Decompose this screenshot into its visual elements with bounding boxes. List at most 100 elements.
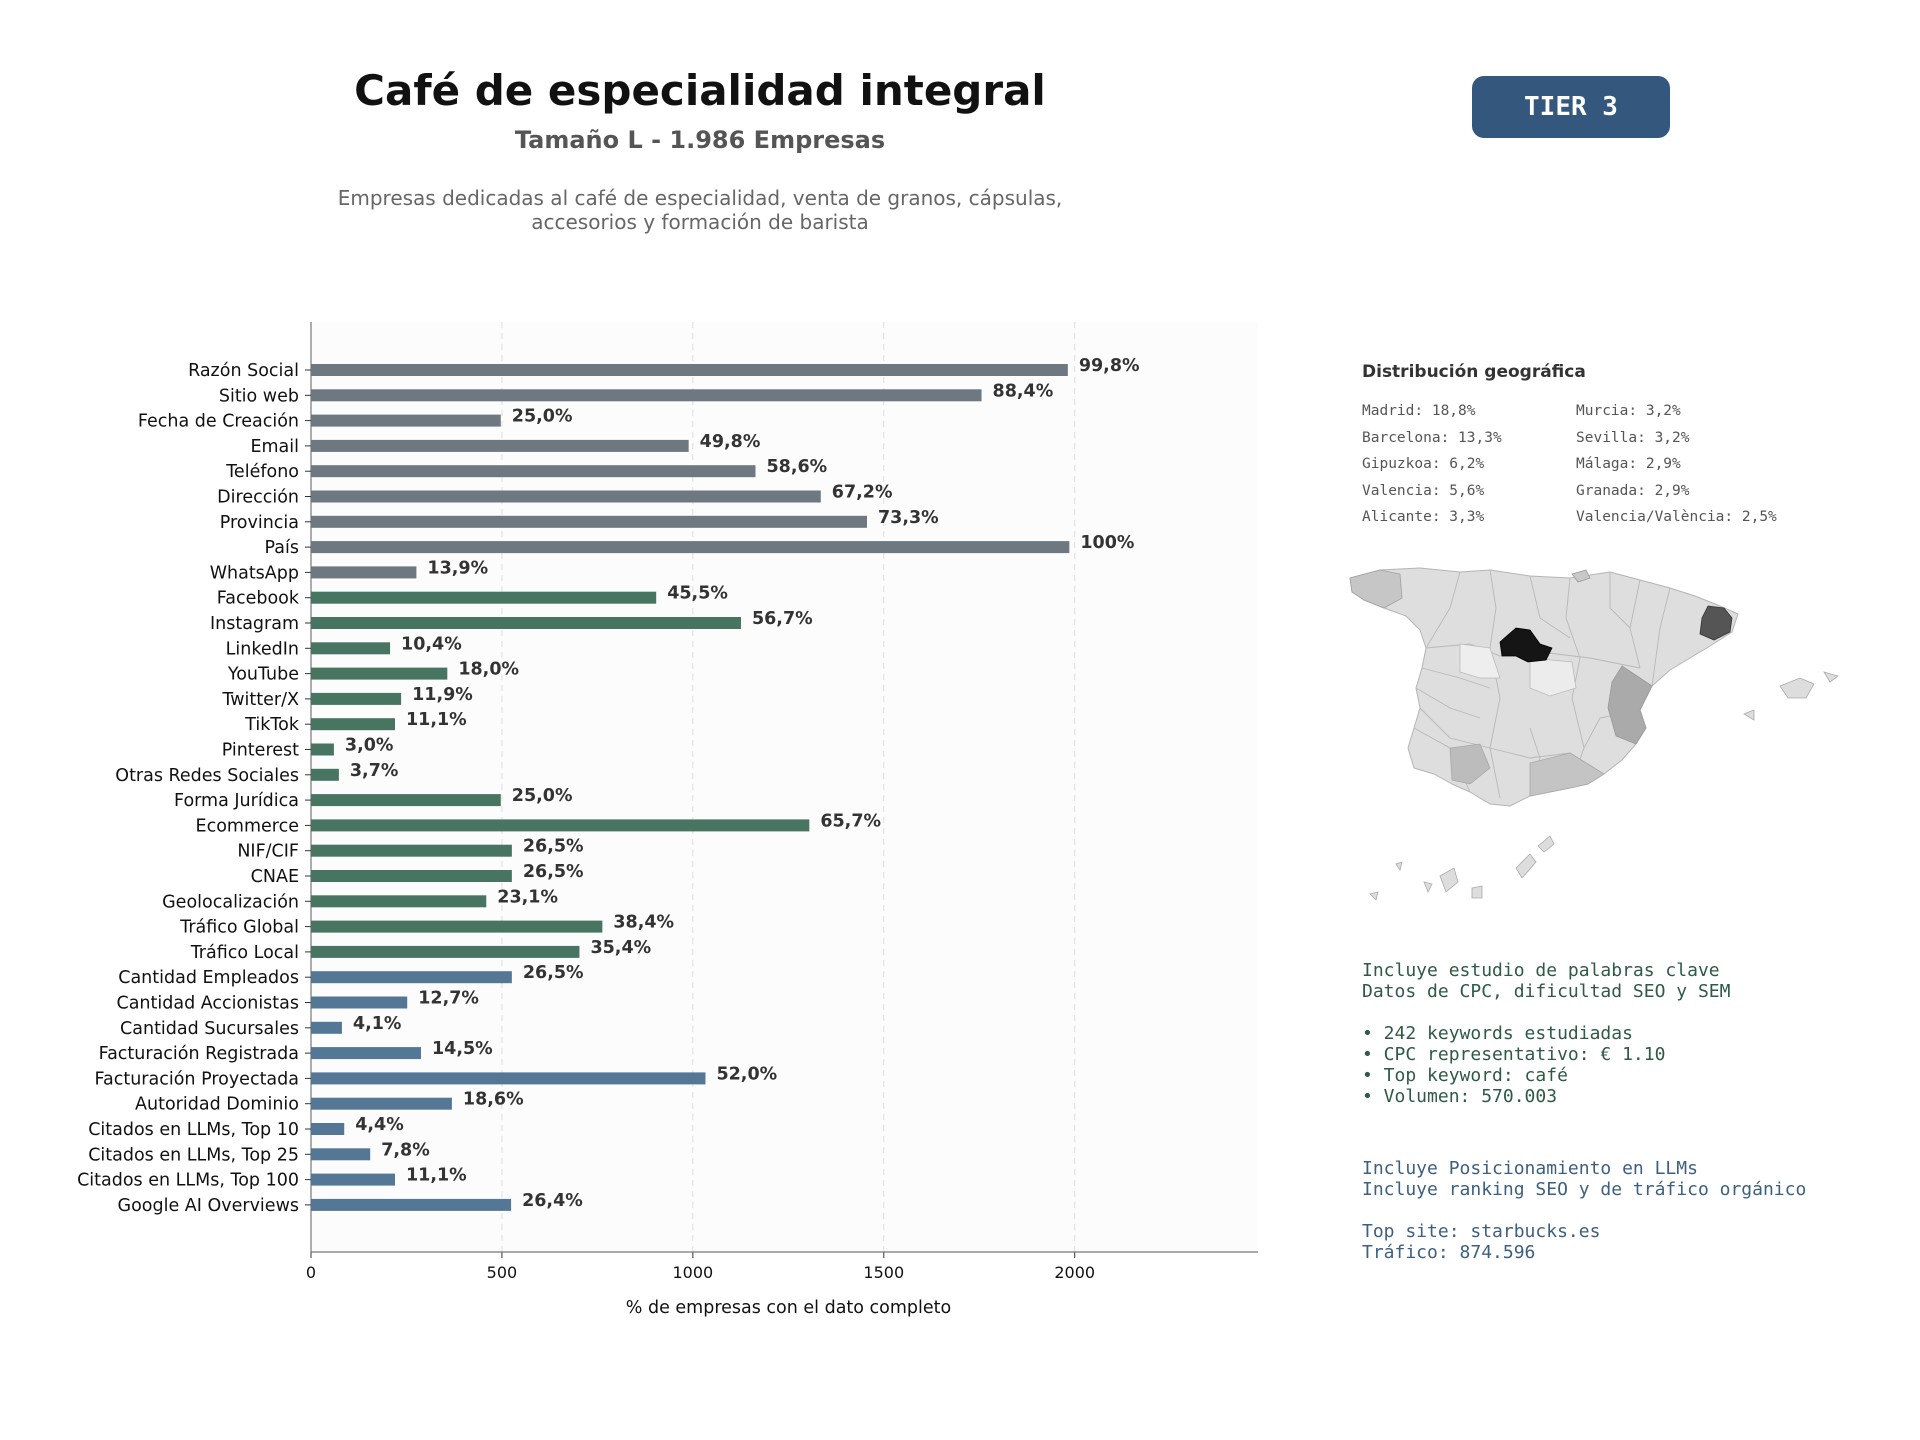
bar-value-label: 4,4%: [355, 1115, 404, 1135]
geo-list-item: Sevilla: 3,2%: [1576, 429, 1690, 446]
category-label: Otras Redes Sociales: [115, 766, 299, 786]
geo-list-item: Gipuzkoa: 6,2%: [1362, 456, 1485, 472]
bar-value-label: 11,1%: [406, 710, 467, 730]
bar-value-label: 26,5%: [523, 862, 584, 882]
bar: [311, 1173, 396, 1186]
seo-info-line: Incluye estudio de palabras clave: [1362, 960, 1720, 981]
category-label: Razón Social: [188, 361, 299, 381]
map-canary-3: [1395, 861, 1403, 871]
map-canary-6: [1537, 835, 1555, 853]
bar-value-label: 35,4%: [590, 938, 651, 958]
bar: [311, 768, 339, 781]
bar-value-label: 73,3%: [878, 508, 939, 528]
x-tick-label: 500: [487, 1263, 518, 1282]
category-label: Twitter/X: [221, 690, 299, 710]
description-line: Empresas dedicadas al café de especialid…: [337, 186, 1063, 210]
bar: [311, 566, 417, 579]
bar-value-label: 67,2%: [832, 483, 893, 503]
category-label: YouTube: [227, 665, 299, 685]
bar: [311, 844, 512, 857]
llm-info-line: Incluye ranking SEO y de tráfico orgánic…: [1362, 1179, 1807, 1200]
map-canary-2: [1423, 881, 1433, 893]
category-label: Facturación Proyectada: [95, 1069, 299, 1089]
description-line: accesorios y formación de barista: [531, 210, 869, 234]
x-tick-label: 2000: [1054, 1263, 1095, 1282]
category-label: TikTok: [244, 715, 300, 735]
map-madrid: [1499, 627, 1553, 663]
category-label: Tráfico Global: [179, 918, 299, 938]
bar: [311, 718, 396, 731]
bar-value-label: 7,8%: [381, 1140, 430, 1160]
map-menorca: [1823, 671, 1839, 683]
bar-value-label: 100%: [1080, 533, 1134, 553]
seo-info-line: Datos de CPC, dificultad SEO y SEM: [1362, 981, 1731, 1002]
bar: [311, 1148, 371, 1161]
category-label: Cantidad Accionistas: [116, 994, 299, 1014]
bar-value-label: 18,0%: [458, 660, 519, 680]
bar-value-label: 18,6%: [463, 1090, 524, 1110]
bar: [311, 591, 657, 604]
bar-value-label: 88,4%: [993, 381, 1054, 401]
x-tick-label: 1500: [863, 1263, 904, 1282]
map-mallorca: [1779, 677, 1815, 699]
bar-value-label: 26,4%: [522, 1191, 583, 1211]
map-canary-7: [1369, 891, 1379, 901]
bar-value-label: 49,8%: [700, 432, 761, 452]
category-label: Facebook: [217, 589, 300, 609]
map-castile-center: [1459, 643, 1501, 679]
seo-info-line: [1362, 1002, 1730, 1023]
category-label: Google AI Overviews: [118, 1196, 299, 1216]
bar: [311, 667, 448, 680]
bar: [311, 945, 580, 958]
bar: [311, 490, 821, 503]
seo-info-line: • 242 keywords estudiadas: [1362, 1023, 1633, 1044]
bar: [311, 541, 1070, 554]
category-label: LinkedIn: [226, 639, 299, 659]
bar-value-label: 58,6%: [766, 457, 827, 477]
category-label: Teléfono: [225, 462, 299, 482]
bar: [311, 389, 982, 402]
map-toledo: [1529, 657, 1577, 697]
bar: [311, 870, 512, 882]
bar-value-label: 26,5%: [523, 837, 584, 857]
bar-value-label: 3,0%: [345, 736, 394, 756]
geo-list-left: Madrid: 18,8% Barcelona: 13,3% Gipuzkoa: 6…: [1362, 398, 1502, 531]
map-islands: [1369, 671, 1839, 901]
category-label: Geolocalización: [162, 892, 299, 912]
bar: [311, 819, 810, 832]
bar: [311, 1072, 706, 1085]
category-label: País: [265, 538, 299, 558]
geo-list-item: Valencia: 5,6%: [1362, 482, 1485, 499]
x-tick-label: 0: [306, 1263, 316, 1282]
seo-info-block: Incluye estudio de palabras clave Datos d…: [1362, 960, 1730, 1107]
bar-value-label: 10,4%: [401, 634, 462, 654]
category-label: Email: [250, 437, 299, 457]
bar: [311, 364, 1068, 376]
page-subtitle: Tamaño L - 1.986 Empresas: [514, 126, 886, 154]
map-andalusia-east: [1529, 752, 1605, 797]
bar-value-label: 3,7%: [350, 761, 399, 781]
bar: [311, 920, 603, 933]
bar-value-label: 65,7%: [820, 811, 881, 831]
bar-value-label: 99,8%: [1079, 356, 1140, 376]
bar: [311, 414, 501, 427]
bar: [311, 996, 408, 1009]
geo-list-right: Murcia: 3,2% Sevilla: 3,2% Málaga: 2,9% Gra…: [1576, 398, 1777, 531]
map-canary-4: [1471, 885, 1483, 899]
bar: [311, 794, 501, 807]
llm-info-line: [1362, 1200, 1806, 1221]
bar: [311, 971, 512, 984]
tier-badge: TIER 3: [1472, 76, 1670, 138]
bar-value-label: 13,9%: [427, 558, 488, 578]
page-description: Empresas dedicadas al café de especialid…: [300, 186, 1100, 234]
category-label: Cantidad Sucursales: [120, 1019, 299, 1039]
x-axis-title: % de empresas con el dato completo: [626, 1298, 951, 1318]
geo-list-item: Murcia: 3,2%: [1576, 403, 1681, 419]
bar-value-label: 14,5%: [432, 1039, 493, 1059]
category-label: Tráfico Local: [190, 943, 299, 963]
map-ibiza: [1743, 709, 1755, 721]
bar: [311, 465, 756, 478]
map-malaga: [1449, 743, 1491, 785]
category-label: Citados en LLMs, Top 25: [88, 1145, 299, 1165]
map-valencia-region: [1607, 665, 1653, 745]
